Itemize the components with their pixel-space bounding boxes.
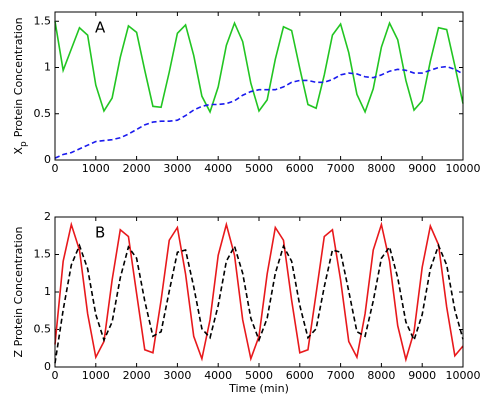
x-tick-label: 7000 — [327, 162, 355, 175]
x-tick-label: 6000 — [286, 369, 314, 382]
y-tick-label: 0 — [44, 360, 51, 373]
y-tick-label: 1.5 — [34, 248, 52, 261]
x-axis-label: Time (min) — [228, 382, 289, 395]
y-axis-label: Z Protein Concentration — [12, 227, 25, 358]
x-tick-label: 3000 — [163, 162, 191, 175]
x-tick-label: 10000 — [446, 369, 481, 382]
x-tick-label: 1000 — [82, 369, 110, 382]
x-tick-label: 10000 — [446, 162, 481, 175]
y-tick-label: 0.5 — [34, 107, 52, 120]
data-line — [54, 243, 464, 364]
y-tick-label: 1.5 — [34, 14, 52, 27]
x-tick-label: 4000 — [204, 162, 232, 175]
x-tick-label: 5000 — [245, 162, 273, 175]
x-tick-label: 2000 — [123, 369, 151, 382]
y-label-text: Protein Concentration — [12, 17, 25, 137]
x-tick-label: 0 — [52, 162, 59, 175]
y-tick-label: 1 — [44, 285, 51, 298]
data-line — [54, 65, 464, 159]
x-tick-label: 0 — [52, 369, 59, 382]
plot-frame — [54, 216, 464, 368]
y-axis-label: Xp Protein Concentration — [12, 17, 29, 154]
x-tick-label: 5000 — [245, 369, 273, 382]
y-tick-label: 2 — [44, 210, 51, 223]
plot-frame — [54, 11, 464, 161]
x-tick-label: 4000 — [204, 369, 232, 382]
x-tick-label: 6000 — [286, 162, 314, 175]
y-tick-label: 1 — [44, 61, 51, 74]
x-tick-label: 9000 — [408, 162, 436, 175]
y-tick-label: 0 — [44, 153, 51, 166]
x-tick-label: 8000 — [367, 369, 395, 382]
x-tick-label: 3000 — [163, 369, 191, 382]
data-line — [54, 221, 464, 363]
y-label-text: X — [12, 147, 25, 155]
x-tick-label: 8000 — [367, 162, 395, 175]
data-line — [54, 20, 464, 115]
panel-label: B — [95, 224, 105, 242]
x-tick-label: 7000 — [327, 369, 355, 382]
y-tick-label: 0.5 — [34, 323, 52, 336]
x-tick-label: 1000 — [82, 162, 110, 175]
y-label-subscript: p — [19, 141, 29, 147]
y-label-text: Z Protein Concentration — [12, 227, 25, 358]
x-tick-label: 9000 — [408, 369, 436, 382]
x-tick-label: 2000 — [123, 162, 151, 175]
panel-label: A — [95, 19, 106, 37]
